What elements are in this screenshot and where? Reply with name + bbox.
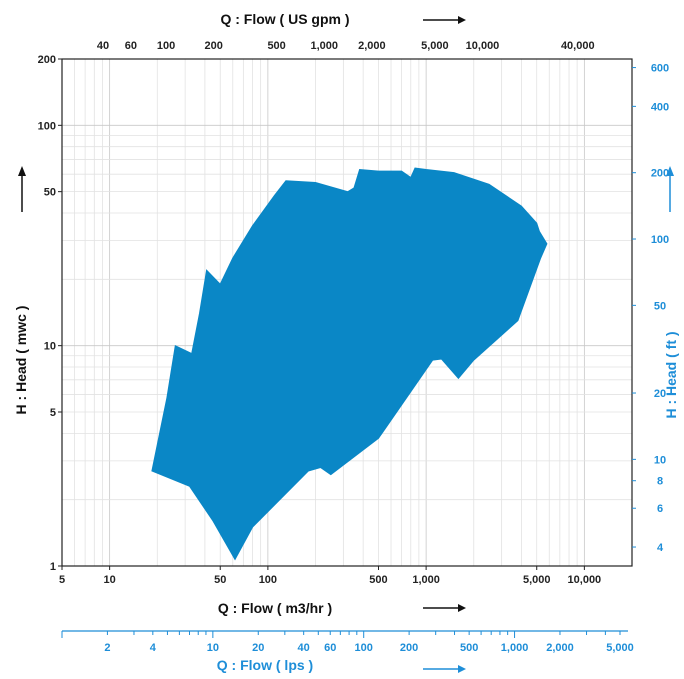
x-top-tick-label: 500 [267,40,285,52]
y-right-tick-label: 10 [654,454,666,466]
x-top-tick-label: 40,000 [561,40,595,52]
lps-tick-label: 10 [207,642,219,654]
lps-tick-label: 4 [150,642,157,654]
arrow-right-up-icon [666,166,674,212]
coverage-area-0 [151,167,548,561]
lps-tick-label: 40 [298,642,310,654]
x-bottom-tick-label: 10 [104,574,116,586]
y-right-tick-label: 200 [651,168,669,180]
x-bottom-tick-label: 500 [369,574,387,586]
x-top-tick-label: 40 [97,40,109,52]
lps-axis: 2 4 10 20 40 60 100 200 500 1,000 2,000 5,000 [61,630,634,654]
x-top-tick-label: 5,000 [421,40,449,52]
lps-tick-label: 2 [104,642,110,654]
lps-tick-label: 1,000 [501,642,529,654]
y-left-tick-label: 50 [44,187,56,199]
y-right-tick-label: 4 [657,542,664,554]
y-left-tick-label: 100 [38,120,56,132]
lps-tick-label: 200 [400,642,418,654]
y-right-tick-label: 600 [651,63,669,75]
plot-frame [61,58,633,567]
x-top-tick-label: 2,000 [358,40,386,52]
arrow-left-up-icon [18,166,26,212]
lps-tick-label: 2,000 [546,642,574,654]
x-lps-axis-title: Q : Flow ( lps ) [217,657,313,673]
y-right-tick-label: 8 [657,476,663,488]
y-left-axis-title: H : Head ( mwc ) [13,306,29,415]
y-right-axis-title: H : Head ( ft ) [663,331,679,418]
coverage-area-layer [151,167,548,561]
x-top-tick-label: 60 [125,40,137,52]
tick-labels: 5 10 50 100 500 1,000 5,000 10,000 40 60 100 200 500… [38,40,670,586]
y-left-tick-label: 10 [44,341,56,353]
x-top-tick-label: 100 [157,40,175,52]
arrow-top-right-icon [423,16,466,24]
y-right-tick-label: 6 [657,503,663,515]
x-top-tick-label: 10,000 [466,40,500,52]
lps-tick-label: 5,000 [606,642,634,654]
y-left-tick-label: 1 [50,561,56,573]
lps-tick-label: 100 [355,642,373,654]
x-bottom-tick-label: 10,000 [568,574,602,586]
y-right-tick-label: 100 [651,234,669,246]
x-bottom-tick-label: 100 [259,574,277,586]
y-left-tick-label: 200 [38,54,56,66]
y-right-tick-label: 400 [651,101,669,113]
arrow-bottom-right-icon [423,604,466,612]
x-top-tick-label: 200 [204,40,222,52]
lps-tick-label: 500 [460,642,478,654]
x-bottom-tick-label: 50 [214,574,226,586]
y-left-tick-label: 5 [50,407,56,419]
x-bottom-tick-label: 1,000 [412,574,440,586]
x-top-axis-title: Q : Flow ( US gpm ) [220,11,349,27]
x-bottom-tick-label: 5,000 [523,574,551,586]
arrow-lps-right-icon [423,665,466,673]
y-right-tick-label: 20 [654,388,666,400]
lps-tick-label: 20 [252,642,264,654]
x-top-tick-label: 1,000 [310,40,338,52]
lps-tick-label: 60 [324,642,336,654]
y-right-tick-label: 50 [654,300,666,312]
x-bottom-tick-label: 5 [59,574,65,586]
x-bottom-axis-title: Q : Flow ( m3/hr ) [218,600,332,616]
